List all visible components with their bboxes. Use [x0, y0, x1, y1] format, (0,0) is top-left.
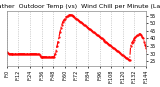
Title: Milwaukee Weather  Outdoor Temp (vs)  Wind Chill per Minute (Last 24 Hours): Milwaukee Weather Outdoor Temp (vs) Wind…	[0, 4, 160, 9]
